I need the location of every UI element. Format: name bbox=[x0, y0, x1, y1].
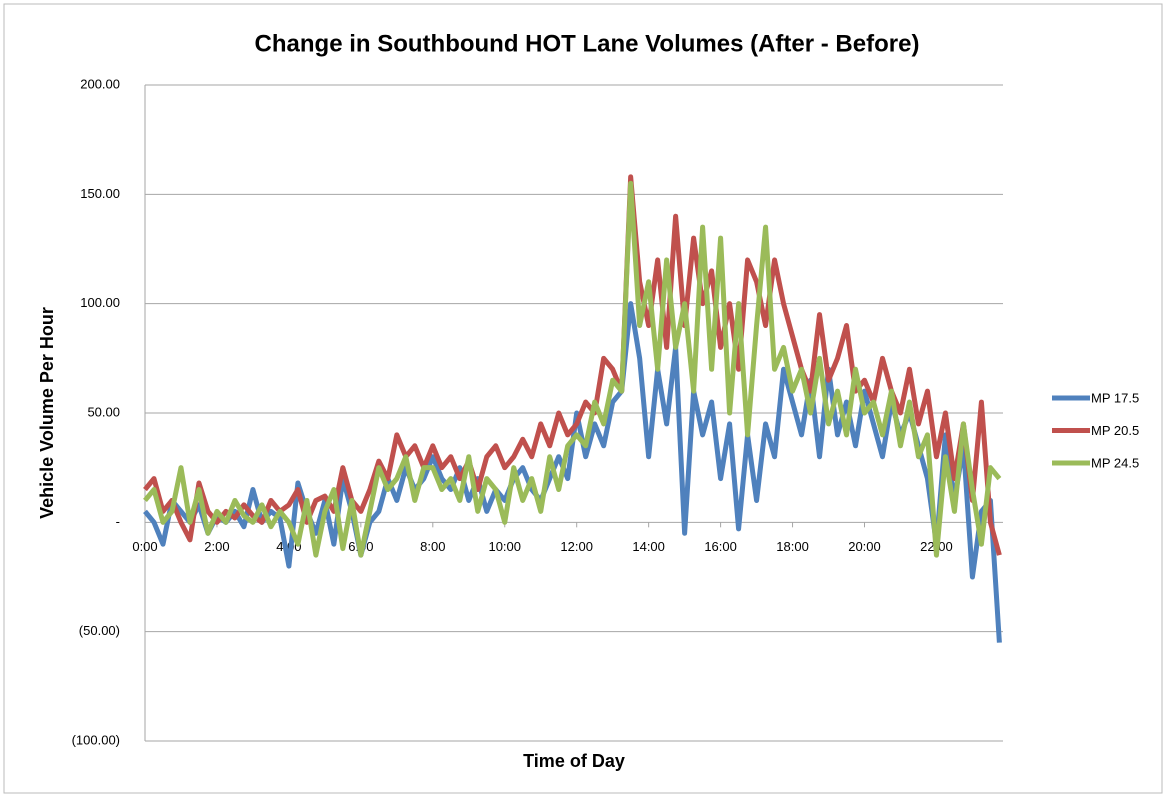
y-tick-label: 150.00 bbox=[80, 186, 120, 201]
y-tick-label: 200.00 bbox=[80, 76, 120, 91]
y-tick-label: 50.00 bbox=[87, 404, 120, 419]
y-tick-label: (50.00) bbox=[79, 623, 120, 638]
legend-label: MP 20.5 bbox=[1091, 423, 1139, 438]
x-tick-label: 10:00 bbox=[488, 539, 521, 554]
x-tick-label: 16:00 bbox=[704, 539, 737, 554]
y-axis-label: Vehicle Volume Per Hour bbox=[37, 307, 57, 519]
y-tick-label: - bbox=[116, 514, 120, 529]
x-tick-label: 8:00 bbox=[420, 539, 445, 554]
series-line bbox=[143, 180, 1002, 558]
legend-label: MP 17.5 bbox=[1091, 390, 1139, 405]
y-tick-label: 100.00 bbox=[80, 295, 120, 310]
x-tick-label: 12:00 bbox=[560, 539, 593, 554]
x-tick-label: 14:00 bbox=[632, 539, 665, 554]
x-tick-label: 20:00 bbox=[848, 539, 881, 554]
chart-frame bbox=[3, 3, 1163, 794]
series-line bbox=[143, 301, 1002, 643]
series-line bbox=[143, 174, 1002, 556]
x-axis-label: Time of Day bbox=[523, 751, 625, 771]
x-tick-label: 2:00 bbox=[204, 539, 229, 554]
chart-title: Change in Southbound HOT Lane Volumes (A… bbox=[255, 30, 920, 57]
legend-label: MP 24.5 bbox=[1091, 455, 1139, 470]
x-tick-label: 18:00 bbox=[776, 539, 809, 554]
x-tick-label: 0:00 bbox=[132, 539, 157, 554]
y-tick-label: (100.00) bbox=[72, 732, 120, 747]
